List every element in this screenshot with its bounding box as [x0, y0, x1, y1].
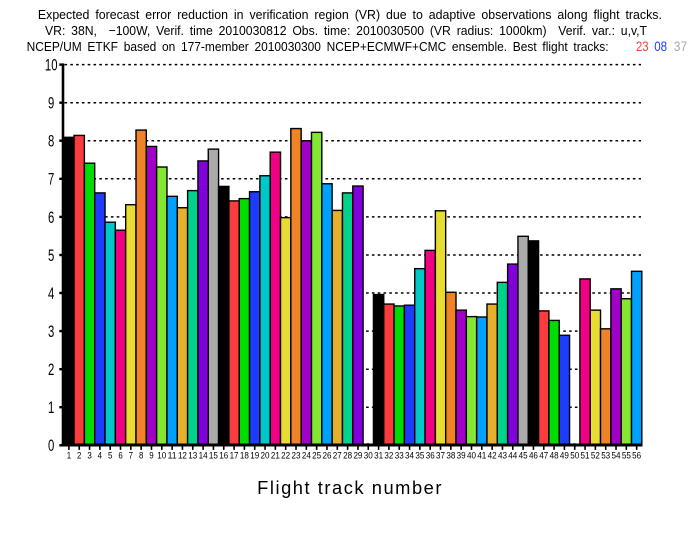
svg-text:3: 3 — [87, 450, 91, 460]
svg-text:46: 46 — [529, 450, 538, 460]
svg-text:32: 32 — [384, 450, 393, 460]
svg-text:39: 39 — [457, 450, 466, 460]
svg-text:42: 42 — [488, 450, 497, 460]
svg-text:7: 7 — [48, 171, 54, 189]
svg-text:6: 6 — [48, 209, 54, 227]
svg-text:43: 43 — [498, 450, 507, 460]
svg-text:0: 0 — [48, 437, 54, 455]
svg-text:18: 18 — [240, 450, 249, 460]
svg-text:12: 12 — [178, 450, 187, 460]
svg-text:1: 1 — [48, 399, 54, 417]
svg-text:11: 11 — [168, 450, 177, 460]
svg-text:36: 36 — [426, 450, 435, 460]
svg-text:7: 7 — [129, 450, 133, 460]
svg-text:37: 37 — [436, 450, 445, 460]
svg-text:2: 2 — [48, 361, 54, 379]
svg-text:24: 24 — [302, 450, 311, 460]
svg-text:20: 20 — [261, 450, 270, 460]
svg-text:2: 2 — [77, 450, 81, 460]
svg-text:Flight track number: Flight track number — [257, 477, 443, 498]
svg-text:5: 5 — [108, 450, 112, 460]
svg-text:10: 10 — [157, 450, 166, 460]
svg-text:13: 13 — [188, 450, 197, 460]
svg-text:23: 23 — [292, 450, 301, 460]
svg-text:34: 34 — [405, 450, 414, 460]
svg-text:48: 48 — [550, 450, 559, 460]
svg-text:26: 26 — [322, 450, 331, 460]
svg-text:37: 37 — [674, 38, 688, 54]
svg-text:17: 17 — [230, 450, 239, 460]
svg-text:NCEP/UM ETKF based on 177-memb: NCEP/UM ETKF based on 177-member 2010030… — [27, 39, 609, 54]
svg-text:08: 08 — [654, 38, 667, 54]
svg-text:44: 44 — [508, 450, 517, 460]
svg-text:1: 1 — [67, 450, 71, 460]
svg-text:54: 54 — [612, 450, 621, 460]
svg-text:27: 27 — [333, 450, 342, 460]
svg-text:50: 50 — [570, 450, 579, 460]
svg-text:45: 45 — [519, 450, 528, 460]
svg-text:28: 28 — [343, 450, 352, 460]
svg-text:8: 8 — [139, 450, 143, 460]
svg-text:49: 49 — [560, 450, 569, 460]
svg-text:51: 51 — [581, 450, 590, 460]
svg-text:19: 19 — [250, 450, 259, 460]
svg-text:47: 47 — [539, 450, 548, 460]
svg-text:31: 31 — [374, 450, 383, 460]
svg-text:40: 40 — [467, 450, 476, 460]
svg-text:23: 23 — [636, 38, 649, 54]
svg-text:22: 22 — [281, 450, 290, 460]
svg-text:6: 6 — [118, 450, 122, 460]
svg-text:8: 8 — [48, 133, 54, 151]
svg-text:3: 3 — [48, 323, 54, 341]
svg-text:4: 4 — [98, 450, 102, 460]
svg-text:5: 5 — [48, 247, 54, 265]
svg-text:10: 10 — [45, 57, 58, 75]
svg-text:9: 9 — [149, 450, 153, 460]
svg-text:9: 9 — [48, 95, 54, 113]
svg-text:25: 25 — [312, 450, 321, 460]
svg-text:VR: 38N, −100W, Verif. time 2: VR: 38N, −100W, Verif. time 2010030812 O… — [45, 23, 647, 38]
svg-text:21: 21 — [271, 450, 280, 460]
svg-text:41: 41 — [477, 450, 486, 460]
svg-text:14: 14 — [199, 450, 208, 460]
svg-text:16: 16 — [219, 450, 228, 460]
svg-text:55: 55 — [622, 450, 631, 460]
svg-text:Expected forecast error reduct: Expected forecast error reduction in ver… — [38, 7, 662, 22]
svg-text:56: 56 — [632, 450, 641, 460]
svg-text:4: 4 — [48, 285, 54, 303]
svg-text:53: 53 — [601, 450, 610, 460]
svg-text:35: 35 — [415, 450, 424, 460]
svg-text:15: 15 — [209, 450, 218, 460]
svg-text:38: 38 — [446, 450, 455, 460]
svg-text:33: 33 — [395, 450, 404, 460]
svg-text:52: 52 — [591, 450, 600, 460]
svg-text:29: 29 — [353, 450, 362, 460]
svg-text:30: 30 — [364, 450, 373, 460]
